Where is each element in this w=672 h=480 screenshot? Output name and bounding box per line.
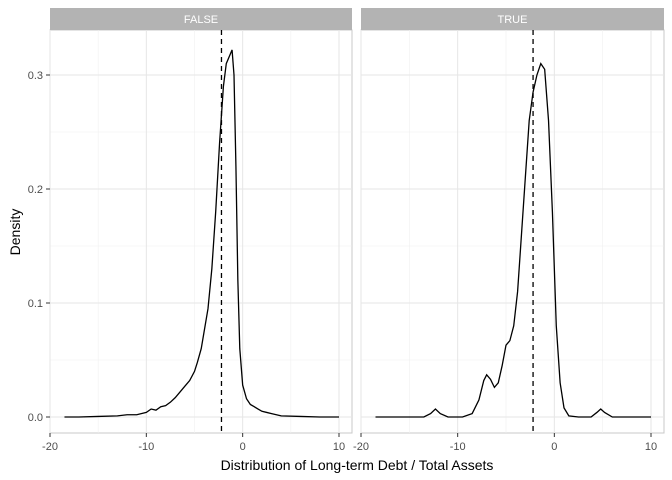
density-curve (64, 49, 339, 418)
x-tick-label: -20 (42, 441, 58, 453)
x-tick-label: 10 (645, 441, 657, 453)
y-tick-label: 0.3 (28, 70, 43, 82)
facet-strip-label: FALSE (184, 14, 218, 26)
panel-false: FALSE -20 -10 0 10 0.0 0.1 0.2 0.3 (28, 8, 353, 453)
x-tick-label: 0 (240, 441, 246, 453)
facet-strip-label: TRUE (498, 14, 528, 26)
y-tick-label: 0.1 (28, 298, 43, 310)
x-tick-label: -20 (353, 441, 369, 453)
facet-strip (361, 8, 664, 30)
x-tick-label: -10 (450, 441, 466, 453)
x-tick-label: 10 (333, 441, 345, 453)
facet-strip (50, 8, 352, 30)
x-axis-title: Distribution of Long-term Debt / Total A… (221, 457, 494, 473)
density-curve (375, 62, 651, 418)
y-axis-title: Density (7, 209, 23, 256)
y-tick-label: 0.2 (28, 184, 43, 196)
panel-border (49, 29, 353, 434)
x-tick-label: -10 (138, 441, 154, 453)
panel-border (360, 29, 665, 434)
x-tick-label: 0 (551, 441, 557, 453)
y-tick-label: 0.0 (28, 412, 43, 424)
panel-true: TRUE -20 -10 0 10 (353, 8, 665, 453)
